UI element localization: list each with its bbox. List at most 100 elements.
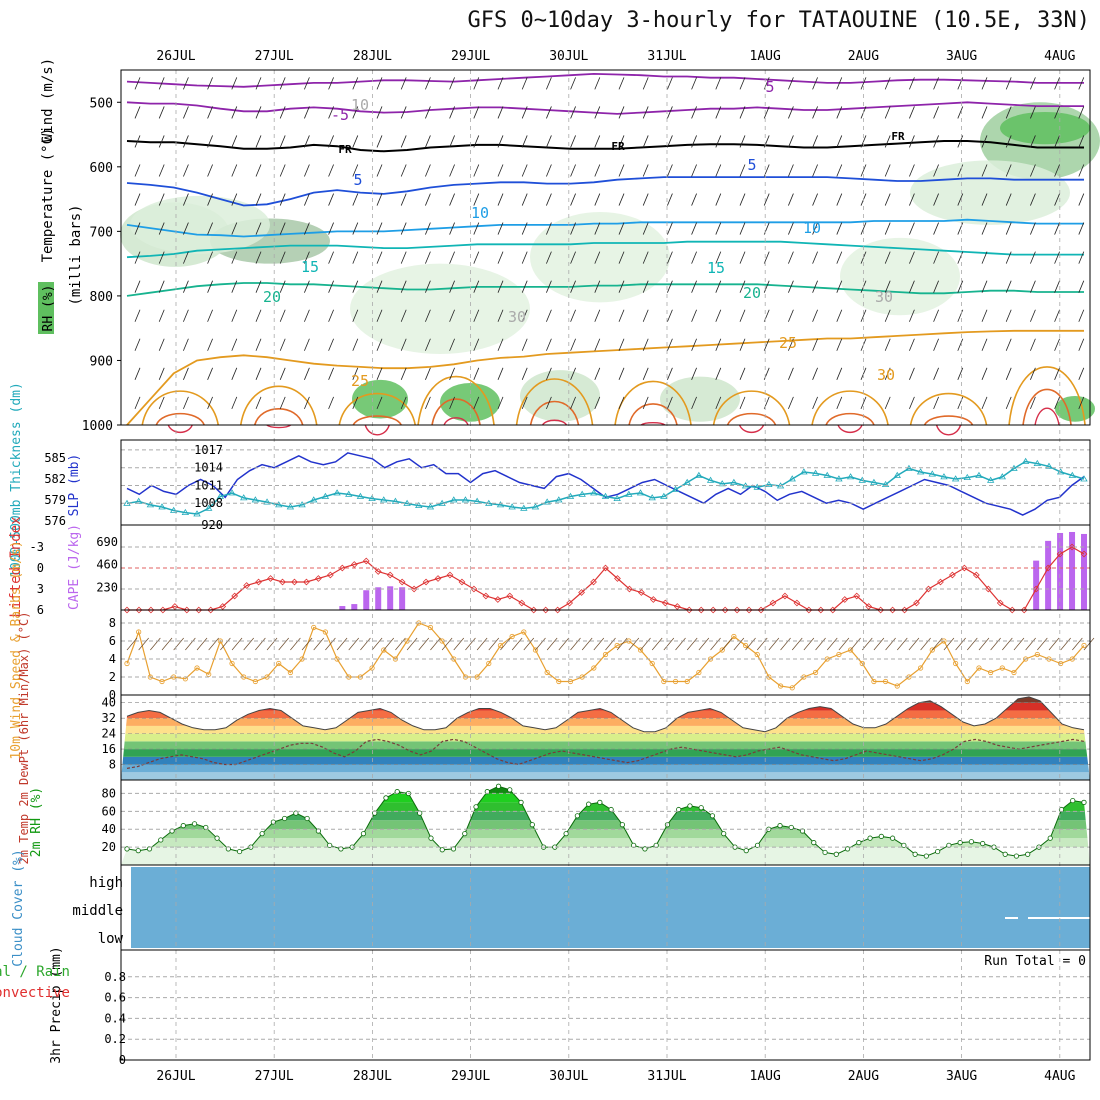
barb: [304, 135, 310, 148]
lifted-index-point: [279, 578, 286, 586]
wind-barb: [780, 637, 791, 651]
barb: [1054, 106, 1060, 119]
barb: [739, 222, 746, 235]
barb: [158, 251, 165, 264]
barb: [957, 251, 964, 264]
wind-tick-label: 4: [109, 652, 116, 666]
barb: [425, 193, 431, 206]
barb: [1030, 251, 1036, 264]
rh-point: [462, 831, 468, 837]
wind-barb: [675, 637, 686, 651]
lifted-index-point: [1032, 585, 1040, 593]
contour-label: FR: [891, 130, 905, 143]
wind-barb: [745, 637, 756, 651]
rh-point: [1047, 835, 1053, 841]
wind-point: [602, 651, 609, 658]
barb: [570, 222, 576, 235]
barb: [1030, 280, 1036, 293]
lifted-index-point: [123, 606, 131, 614]
barb: [594, 135, 601, 148]
rh-point: [709, 813, 716, 819]
barb: [860, 222, 867, 235]
wind-point: [124, 660, 130, 667]
run-total: Run Total = 0: [984, 954, 1086, 969]
barb: [255, 280, 262, 293]
barb: [158, 164, 165, 177]
barb: [1030, 193, 1036, 206]
ridge-35-2: [364, 424, 390, 436]
barb: [231, 309, 238, 322]
barb: [1054, 251, 1060, 264]
barb: [957, 367, 964, 380]
wind-tick-label: 6: [109, 634, 116, 648]
temp-band: [121, 710, 1090, 719]
thickness-point: [893, 471, 901, 478]
barb: [836, 396, 843, 410]
contour-label: 30: [508, 308, 526, 326]
barb: [667, 164, 673, 177]
lifted-index-point: [853, 592, 861, 600]
barb: [691, 135, 697, 148]
barb: [909, 280, 915, 293]
rh-shade-12: [660, 376, 740, 422]
wind-barb: [908, 637, 920, 651]
rh-point: [1081, 799, 1087, 805]
barb: [594, 396, 601, 410]
wind-point: [719, 647, 725, 653]
barb: [255, 193, 262, 206]
wind-barb: [465, 637, 476, 651]
barb: [449, 77, 455, 90]
barb: [739, 280, 746, 293]
rh-point: [642, 846, 648, 852]
barb: [667, 135, 673, 148]
rh-point: [518, 799, 524, 805]
barb: [618, 77, 625, 90]
wind-point: [999, 665, 1005, 671]
barb: [691, 280, 697, 293]
barb: [207, 338, 213, 351]
barb: [594, 338, 601, 351]
barb: [909, 106, 915, 119]
barb: [1078, 164, 1085, 177]
date-label-bottom: 4AUG: [1044, 1069, 1075, 1084]
rh-tick-label: 80: [102, 786, 116, 800]
barb: [1005, 106, 1012, 119]
wind-barb: [243, 637, 254, 651]
barb: [812, 77, 818, 90]
barb: [836, 367, 843, 380]
wind-barb: [733, 637, 745, 651]
barb: [473, 309, 480, 322]
barb: [957, 106, 964, 119]
thickness-point: [765, 480, 773, 487]
ylabel-cape: CAPE (J/kg): [67, 524, 82, 610]
lifted-index-point: [518, 599, 526, 607]
wind-barb: [663, 637, 675, 651]
ridge-25-9: [1008, 366, 1086, 426]
rh-point: [1070, 797, 1076, 804]
contour-label: 20: [743, 284, 761, 302]
ridge-30-7: [825, 412, 875, 426]
barb: [521, 280, 528, 293]
barb: [788, 367, 794, 380]
barb: [352, 77, 359, 90]
lifted-index-point: [817, 606, 825, 614]
slp-tick-label: 1014: [194, 461, 223, 475]
barb: [183, 367, 189, 380]
precip-legend-convective: Convective: [0, 985, 70, 1001]
lifted-index-point: [530, 606, 538, 614]
rh-point: [1025, 851, 1031, 857]
barb: [207, 280, 213, 293]
ylabel-rh2m: 2m RH (%): [29, 787, 44, 857]
barb: [546, 396, 552, 410]
rh-point: [822, 849, 828, 856]
barb: [231, 193, 238, 206]
rh-point: [754, 842, 761, 848]
lifted-index-point: [709, 606, 717, 614]
rh-point: [935, 848, 941, 855]
barb: [884, 164, 891, 177]
lifted-index-point: [649, 596, 657, 603]
date-label-top: 31JUL: [647, 49, 686, 64]
barb: [1005, 338, 1012, 351]
lifted-index-point: [1008, 606, 1016, 614]
thickness-point: [835, 475, 843, 482]
